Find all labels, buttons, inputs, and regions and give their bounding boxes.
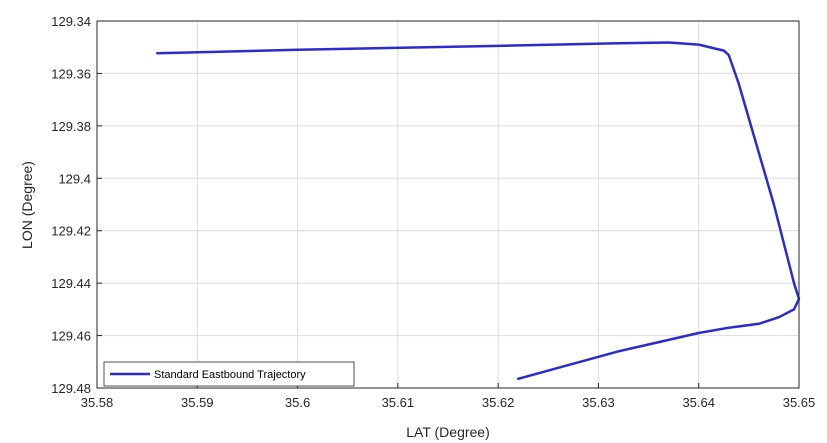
y-tick-label: 129.44 [51,276,91,291]
x-axis-label: LAT (Degree) [406,424,490,440]
x-tick-label: 35.6 [285,395,310,410]
y-tick-label: 129.34 [51,14,91,29]
x-tick-label: 35.64 [682,395,715,410]
y-tick-label: 129.36 [51,66,91,81]
y-tick-label: 129.4 [58,171,91,186]
legend: Standard Eastbound Trajectory [103,361,355,387]
y-tick-label: 129.48 [51,381,91,396]
y-tick-label: 129.46 [51,329,91,344]
x-tick-label: 35.65 [783,395,816,410]
legend-entry: Standard Eastbound Trajectory [154,369,306,381]
x-tick-label: 35.62 [482,395,515,410]
x-tick-label: 35.59 [181,395,214,410]
y-axis-label: LON (Degree) [19,161,35,249]
y-tick-labels: 129.34 129.36 129.38 129.4 129.42 129.44 129.4… [51,14,91,396]
series-line-eastbound-trajectory [155,41,801,381]
plot-area [97,21,799,388]
series-layer [155,41,801,381]
x-tick-label: 35.63 [582,395,615,410]
plot-frame [96,20,800,389]
y-tick-label: 129.42 [51,224,91,239]
x-tick-label: 35.61 [382,395,415,410]
x-tick-labels: 35.58 35.59 35.6 35.61 35.62 35.63 35.64 35.65 [81,395,816,410]
x-tick-label: 35.58 [81,395,114,410]
y-tick-label: 129.38 [51,119,91,134]
legend-box [103,361,355,387]
